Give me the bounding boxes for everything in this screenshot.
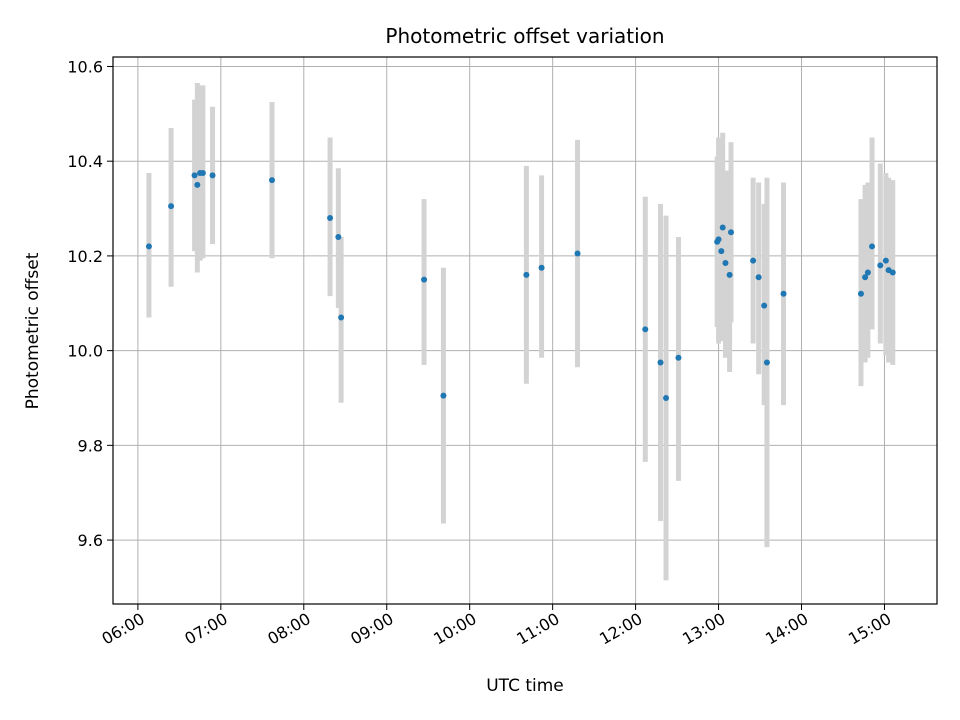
data-point xyxy=(864,269,871,276)
data-point xyxy=(882,257,889,264)
data-point xyxy=(168,203,175,210)
data-point xyxy=(538,264,545,271)
data-point xyxy=(862,274,869,281)
x-tick-label: 08:00 xyxy=(264,609,313,649)
data-point xyxy=(191,172,198,179)
data-point xyxy=(750,257,757,264)
data-point xyxy=(675,354,682,361)
chart-title: Photometric offset variation xyxy=(385,24,664,48)
x-axis-label: UTC time xyxy=(486,676,564,696)
data-point xyxy=(857,290,864,297)
error-bars xyxy=(146,83,896,581)
x-tick-label: 10:00 xyxy=(430,609,479,649)
data-point xyxy=(780,290,787,297)
y-axis-label: Photometric offset xyxy=(23,252,43,409)
data-point xyxy=(761,302,768,309)
data-point xyxy=(763,359,770,366)
x-tick-label: 09:00 xyxy=(347,609,396,649)
data-point xyxy=(889,269,896,276)
y-tick-label: 10.0 xyxy=(67,342,103,361)
y-axis-ticks: 9.6 9.8 10.0 10.2 10.4 10.6 xyxy=(67,57,113,550)
data-point xyxy=(715,236,722,243)
plot-frame xyxy=(112,56,938,605)
x-tick-label: 13:00 xyxy=(679,609,728,649)
x-tick-label: 06:00 xyxy=(98,609,147,649)
data-point xyxy=(209,172,216,179)
data-point xyxy=(869,243,876,250)
data-points xyxy=(145,170,896,401)
data-point xyxy=(421,276,428,283)
data-point xyxy=(722,260,729,267)
x-tick-label: 11:00 xyxy=(513,609,562,649)
data-point xyxy=(877,262,884,269)
data-point xyxy=(726,271,733,278)
data-point xyxy=(327,215,334,222)
x-tick-label: 14:00 xyxy=(762,609,811,649)
x-tick-label: 15:00 xyxy=(845,609,894,649)
data-point xyxy=(574,250,581,257)
data-point xyxy=(338,314,345,321)
y-tick-label: 9.6 xyxy=(78,531,103,550)
data-point xyxy=(719,224,726,231)
data-point xyxy=(657,359,664,366)
x-tick-label: 07:00 xyxy=(181,609,230,649)
data-point xyxy=(268,177,275,184)
data-point xyxy=(642,326,649,333)
x-axis-ticks: 06:00 07:00 08:00 09:00 10:00 11:00 12:00 13:00… xyxy=(98,604,894,649)
data-point xyxy=(718,248,725,255)
data-point xyxy=(663,394,670,401)
y-tick-label: 10.6 xyxy=(67,57,103,76)
x-tick-label: 12:00 xyxy=(596,609,645,649)
data-point xyxy=(523,271,530,278)
y-tick-label: 10.4 xyxy=(67,152,103,171)
data-point xyxy=(728,229,734,236)
data-point xyxy=(755,274,762,281)
y-tick-label: 9.8 xyxy=(78,436,103,455)
data-point xyxy=(440,392,447,399)
data-point xyxy=(145,243,152,250)
y-tick-label: 10.2 xyxy=(67,247,103,266)
data-point xyxy=(194,181,201,188)
data-point xyxy=(199,170,206,177)
data-point xyxy=(335,233,342,240)
